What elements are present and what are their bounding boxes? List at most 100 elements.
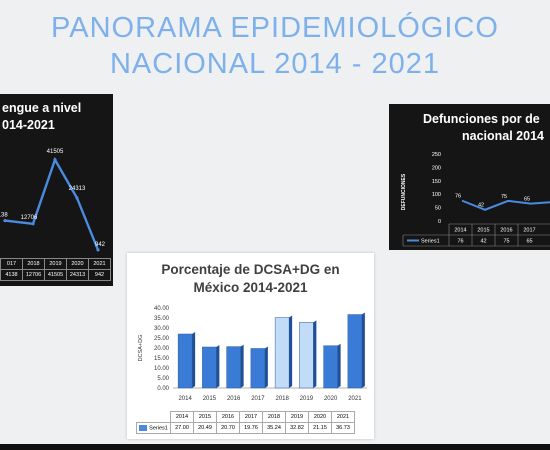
deaths-y-tick: 100	[432, 192, 441, 198]
dcsa-bar-chart: DCSA+DG 40.00 35.00 30.00 25.00 20.00 15.00 10.…	[138, 306, 367, 402]
dcsa-table-value: 20.49	[193, 422, 217, 434]
dengue-point	[96, 248, 100, 252]
dengue-table-value: 4138	[0, 269, 23, 281]
deaths-chart-title-line2: nacional 2014	[462, 129, 544, 143]
dengue-table-value: 942	[88, 269, 111, 281]
dcsa-table-value: 35.24	[262, 422, 286, 434]
deaths-line-chart: DEFUNCIONES 250 200 150 100 50 0 76 42 75 65 Series…	[401, 152, 550, 247]
dcsa-bar	[299, 322, 314, 389]
dcsa-table-value: 21.15	[308, 422, 332, 434]
deaths-table-year: 2016	[500, 228, 512, 234]
dcsa-table-value: 36.73	[331, 422, 355, 434]
dcsa-bar	[323, 345, 338, 389]
dcsa-x-tick: 2019	[300, 396, 314, 402]
dengue-table-year: 017	[0, 258, 23, 270]
dcsa-bar	[226, 346, 241, 389]
deaths-y-tick: 50	[435, 206, 441, 212]
dcsa-y-tick: 30.00	[154, 326, 170, 332]
dcsa-table-value: 27.00	[170, 422, 194, 434]
deaths-point-label: 65	[524, 197, 530, 203]
deaths-table-value: 42	[480, 239, 486, 245]
deaths-table-value: 76	[457, 239, 463, 245]
deaths-table-value: 65	[526, 239, 532, 245]
dcsa-bar-side	[313, 320, 317, 388]
dcsa-y-tick: 25.00	[154, 336, 170, 342]
deaths-chart-panel: Defunciones por de nacional 2014 DEFUNCI…	[389, 104, 550, 250]
dcsa-table-year: 2014	[170, 411, 194, 423]
dcsa-x-tick: 2014	[178, 396, 192, 402]
dcsa-bar	[250, 348, 266, 389]
dcsa-x-tick: 2015	[203, 396, 217, 402]
deaths-series-line	[461, 199, 550, 211]
deaths-point-label: 42	[478, 203, 484, 209]
dcsa-table-year: 2016	[216, 411, 240, 423]
slide-title-line1: PANORAMA EPIDEMIOLÓGICO	[51, 12, 499, 44]
dengue-data-table: 017 2018 2019 2020 2021 4138 12706 41505 24313 94…	[0, 258, 111, 281]
dcsa-table-year: 2015	[193, 411, 217, 423]
deaths-y-tick: 250	[432, 152, 441, 158]
dengue-point	[53, 158, 57, 162]
dcsa-chart-title-line2: México 2014-2021	[193, 280, 308, 295]
deaths-y-tick: 0	[438, 219, 441, 225]
dengue-table-year: 2020	[66, 258, 89, 270]
dengue-point-label: 4138	[0, 213, 8, 219]
dcsa-y-axis-label: DCSA+DG	[138, 335, 144, 362]
dengue-point	[31, 222, 35, 226]
dcsa-chart-panel: Porcentaje de DCSA+DG en México 2014-202…	[127, 253, 374, 439]
dengue-chart-panel: engue a nivel 014-2021 41381270641505243…	[0, 94, 113, 286]
dcsa-bar-side	[289, 315, 293, 388]
deaths-y-axis-label: DEFUNCIONES	[401, 173, 407, 210]
dcsa-x-tick: 2017	[251, 396, 265, 402]
dcsa-bar	[274, 317, 290, 389]
dcsa-y-tick: 5.00	[157, 376, 169, 382]
dcsa-table-value: 20.70	[216, 422, 240, 434]
dengue-table-value: 12706	[22, 269, 45, 281]
dcsa-bar-side	[192, 332, 196, 388]
dengue-point-label: 24313	[69, 186, 86, 192]
dcsa-y-tick: 20.00	[154, 346, 170, 352]
deaths-table-year: 2014	[454, 228, 466, 234]
deaths-chart-title-line1: Defunciones por de	[423, 112, 540, 126]
dcsa-table-year: 2021	[331, 411, 355, 423]
dengue-chart-title-line1: engue a nivel	[2, 101, 82, 115]
deaths-point-label: 76	[455, 194, 461, 200]
dengue-point	[75, 196, 79, 200]
dengue-point-label: 41505	[47, 149, 64, 155]
dcsa-x-tick: 2016	[227, 396, 241, 402]
dcsa-bar-side	[361, 312, 365, 388]
dcsa-y-tick: 35.00	[154, 316, 170, 322]
dcsa-table-year: 2017	[239, 411, 263, 423]
dcsa-x-tick: 2021	[348, 396, 362, 402]
dengue-table-year: 2019	[44, 258, 67, 270]
deaths-point-label: 75	[501, 194, 507, 200]
dengue-series-line	[4, 156, 100, 251]
deaths-y-tick: 150	[432, 179, 441, 185]
dcsa-x-tick: 2020	[324, 396, 338, 402]
dcsa-bar-side	[264, 346, 268, 388]
deaths-table-year: 2015	[477, 228, 489, 234]
dengue-point	[3, 218, 7, 223]
dcsa-bar	[202, 346, 217, 389]
dcsa-y-tick: 15.00	[154, 356, 170, 362]
dengue-table-year: 2021	[88, 258, 111, 270]
slide-title-line2: NACIONAL 2014 - 2021	[109, 48, 441, 80]
dcsa-bar	[177, 333, 193, 389]
dcsa-table-corner	[137, 412, 171, 423]
dcsa-table-year: 2019	[285, 411, 309, 423]
bottom-edge-bar	[0, 444, 550, 450]
dcsa-data-table: 2014 2015 2016 2017 2018 2019 2020 2021 Series1 2…	[136, 411, 355, 434]
dengue-line-chart: 4138 12706 41505 24313 942	[0, 149, 106, 252]
deaths-table-year: 2017	[523, 228, 535, 234]
dcsa-y-tick: 40.00	[154, 306, 170, 312]
dengue-point-label: 942	[95, 242, 106, 248]
dcsa-bar-side	[337, 343, 341, 388]
dcsa-table-value: 32.82	[285, 422, 309, 434]
dcsa-chart-title-line1: Porcentaje de DCSA+DG en	[161, 262, 340, 277]
dcsa-x-tick: 2018	[275, 396, 289, 402]
dcsa-table-value: 19.76	[239, 422, 263, 434]
dengue-chart-title-line2: 014-2021	[2, 118, 55, 132]
dcsa-table-year: 2020	[308, 411, 332, 423]
deaths-table-series-label: Series1	[421, 239, 440, 245]
dengue-table-value: 24313	[66, 269, 89, 281]
dcsa-y-tick: 10.00	[154, 366, 170, 372]
